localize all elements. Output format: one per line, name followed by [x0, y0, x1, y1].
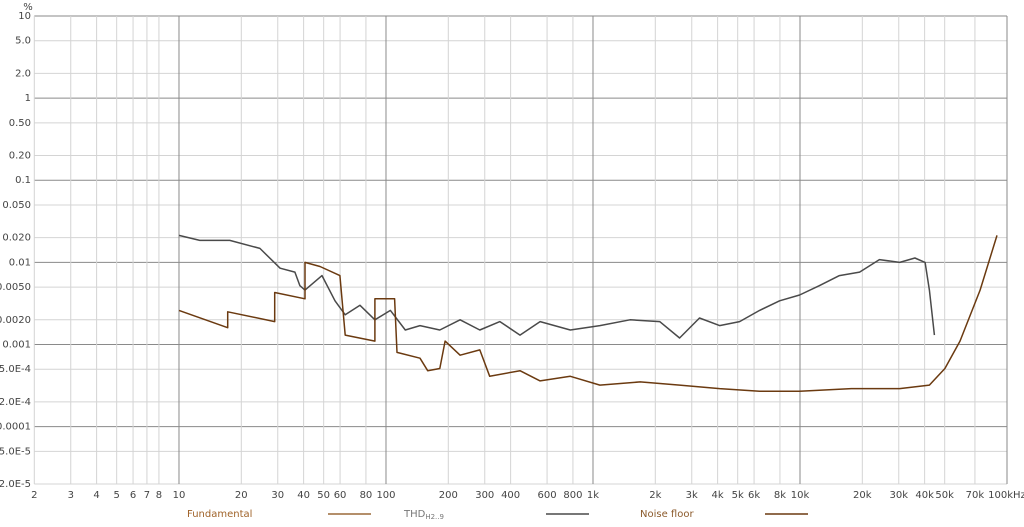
series-line — [178, 234, 936, 339]
x-tick-label: 50 — [317, 490, 330, 501]
x-tick-label: 3k — [686, 490, 698, 501]
x-tick-label: 40 — [297, 490, 310, 501]
x-tick-label: 6k — [748, 490, 760, 501]
y-tick-label: 2.0 — [15, 68, 31, 79]
x-tick-label: 40k — [915, 490, 934, 501]
x-tick-label: 7 — [144, 490, 150, 501]
y-tick-label: 5.0E-5 — [0, 446, 31, 457]
grid — [33, 15, 1008, 485]
x-tick-label: 4k — [712, 490, 724, 501]
y-tick-label: 0.001 — [2, 339, 31, 350]
legend-name: Noise floor — [640, 509, 694, 520]
x-tick-label: 70k — [966, 490, 985, 501]
legend-subscript: H2..9 — [425, 513, 444, 521]
y-tick-label: 0.1 — [15, 175, 31, 186]
x-tick-label: 1k — [587, 490, 599, 501]
x-tick-label: 5 — [113, 490, 119, 501]
x-tick-label: 200 — [439, 490, 458, 501]
y-tick-label: 0.020 — [2, 233, 31, 244]
x-tick-label: 6 — [130, 490, 136, 501]
y-tick-label: 0.01 — [9, 257, 31, 268]
y-unit: % — [23, 2, 33, 13]
y-tick-label: 10 — [18, 11, 31, 22]
y-tick-label: 0.050 — [2, 200, 31, 211]
x-tick-label: 50k — [935, 490, 954, 501]
x-tick-label: 400 — [501, 490, 520, 501]
y-tick-label: 0.0020 — [0, 315, 31, 326]
x-tick-label: 8k — [774, 490, 786, 501]
legend-name: Fundamental — [187, 509, 252, 520]
y-tick-label: 0.0001 — [0, 422, 31, 433]
y-tick-label: 1 — [25, 93, 31, 104]
x-tick-label: 600 — [538, 490, 557, 501]
x-tick-label: 20k — [853, 490, 872, 501]
x-tick-label: 2k — [649, 490, 661, 501]
y-tick-label: 5.0 — [15, 36, 31, 47]
series-line — [178, 235, 998, 392]
y-tick-label: 0.50 — [9, 118, 31, 129]
x-tick-label: 8 — [156, 490, 162, 501]
y-tick-label: 0.20 — [9, 151, 31, 162]
x-tick-label: 300 — [475, 490, 494, 501]
x-tick-label: 100kHz — [988, 490, 1024, 501]
x-tick-label: 2 — [31, 490, 37, 501]
x-tick-label: 60 — [334, 490, 347, 501]
x-tick-label: 100 — [376, 490, 395, 501]
legend-label: Noise floor — [640, 509, 694, 520]
x-tick-label: 30 — [271, 490, 284, 501]
legend-name: THD — [403, 509, 426, 520]
x-tick-label: 4 — [93, 490, 99, 501]
x-tick-label: 5k — [732, 490, 744, 501]
y-tick-label: 0.0050 — [0, 282, 31, 293]
y-tick-label: 5.0E-4 — [0, 364, 31, 375]
legend-label: Fundamental — [187, 509, 252, 520]
x-tick-label: 10k — [791, 490, 810, 501]
x-tick-label: 800 — [563, 490, 582, 501]
x-tick-label: 10 — [173, 490, 186, 501]
y-tick-label: 2.0E-5 — [0, 479, 31, 490]
legend-label: THDH2..9 — [403, 509, 444, 521]
x-tick-label: 30k — [890, 490, 909, 501]
x-tick-label: 80 — [360, 490, 373, 501]
y-tick-label: 2.0E-4 — [0, 397, 31, 408]
x-tick-label: 3 — [68, 490, 74, 501]
x-tick-label: 20 — [235, 490, 248, 501]
